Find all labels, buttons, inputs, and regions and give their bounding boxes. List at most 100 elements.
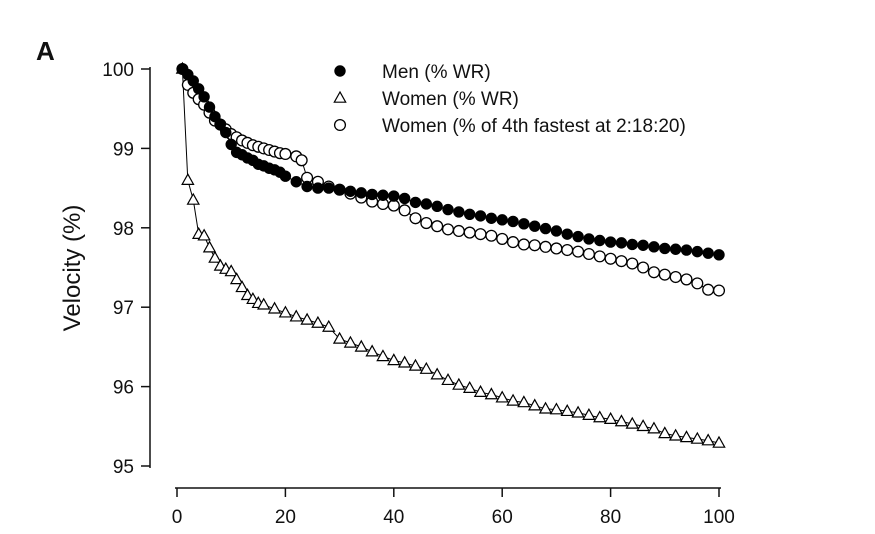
x-tick-label: 0 xyxy=(172,507,183,528)
data-point xyxy=(506,393,520,406)
data-point xyxy=(431,200,443,213)
data-point xyxy=(668,428,683,441)
data-point xyxy=(529,220,541,232)
data-point xyxy=(397,355,412,368)
y-tick-label: 95 xyxy=(113,457,134,478)
data-point xyxy=(267,301,282,314)
data-point xyxy=(377,189,389,201)
data-point xyxy=(229,272,244,285)
data-point xyxy=(202,240,217,253)
data-point xyxy=(295,154,308,167)
data-point xyxy=(626,238,638,251)
data-point xyxy=(278,305,293,318)
data-point xyxy=(550,242,563,255)
data-point xyxy=(198,91,210,103)
data-point xyxy=(279,147,292,161)
data-point xyxy=(658,426,672,439)
data-point xyxy=(452,377,466,390)
series-1 xyxy=(175,61,726,448)
data-point xyxy=(485,229,498,242)
data-point xyxy=(344,185,357,197)
data-point xyxy=(312,182,324,194)
data-point xyxy=(387,353,401,366)
data-point xyxy=(197,228,211,241)
data-point xyxy=(679,430,694,443)
data-point xyxy=(463,208,476,221)
data-point xyxy=(290,176,302,188)
data-point xyxy=(527,398,542,411)
legend: Men (% WR) Women (% WR) Women (% of 4th fa… xyxy=(333,62,686,137)
data-point xyxy=(593,250,606,263)
data-point xyxy=(420,216,433,230)
data-point xyxy=(572,230,584,243)
data-point xyxy=(549,402,564,415)
data-point xyxy=(220,126,232,139)
data-point xyxy=(615,237,628,249)
data-point xyxy=(496,214,508,226)
panel-label: A xyxy=(36,36,55,66)
data-point xyxy=(376,349,390,362)
data-point xyxy=(354,339,369,352)
data-point xyxy=(441,223,455,236)
data-point xyxy=(419,361,434,374)
data-point xyxy=(388,190,400,202)
data-point xyxy=(561,243,574,257)
data-point xyxy=(713,249,725,261)
legend-marker xyxy=(333,90,347,103)
data-point xyxy=(528,239,541,252)
data-point xyxy=(387,199,400,212)
data-point xyxy=(680,244,693,256)
data-point xyxy=(647,266,661,279)
data-point xyxy=(332,331,347,344)
data-point xyxy=(430,367,444,380)
data-point xyxy=(560,403,574,417)
data-point xyxy=(517,395,531,408)
data-point xyxy=(593,410,607,423)
data-point xyxy=(279,170,292,182)
data-point xyxy=(441,373,455,386)
series-layer xyxy=(175,61,726,448)
data-point xyxy=(539,222,552,235)
data-point xyxy=(582,247,595,261)
data-point xyxy=(625,416,640,429)
data-point xyxy=(550,225,563,237)
data-point xyxy=(355,187,367,199)
series-0 xyxy=(176,63,725,261)
data-point xyxy=(192,83,205,95)
data-point xyxy=(604,252,617,265)
data-point xyxy=(484,387,499,400)
data-point xyxy=(431,220,444,233)
data-point xyxy=(365,344,379,357)
data-point xyxy=(507,215,519,228)
data-point xyxy=(626,257,639,270)
y-tick-label: 96 xyxy=(113,378,134,399)
data-point xyxy=(343,335,358,348)
y-tick-label: 98 xyxy=(113,219,134,240)
data-point xyxy=(311,315,325,328)
data-point xyxy=(208,250,222,263)
data-point xyxy=(669,243,682,255)
data-point xyxy=(462,380,477,393)
data-point xyxy=(583,233,595,245)
data-point xyxy=(235,280,249,293)
legend-label: Women (% of 4th fastest at 2:18:20) xyxy=(382,116,686,137)
data-point xyxy=(289,309,303,322)
y-tick-label: 100 xyxy=(102,60,134,81)
y-tick-label: 97 xyxy=(113,298,134,319)
data-point xyxy=(474,228,487,241)
data-point xyxy=(408,358,423,371)
data-point xyxy=(582,407,596,420)
data-point xyxy=(322,319,336,332)
data-point xyxy=(409,212,422,225)
data-point xyxy=(214,118,227,131)
data-point xyxy=(420,198,433,210)
data-point xyxy=(366,188,378,201)
legend-marker xyxy=(333,118,347,132)
data-point xyxy=(463,226,476,239)
data-point xyxy=(517,238,530,251)
axes: 95 96 97 98 99 100 0 20 40 60 80 100 xyxy=(102,60,735,528)
data-point xyxy=(398,204,411,217)
data-point xyxy=(209,110,221,123)
data-point xyxy=(518,218,530,230)
